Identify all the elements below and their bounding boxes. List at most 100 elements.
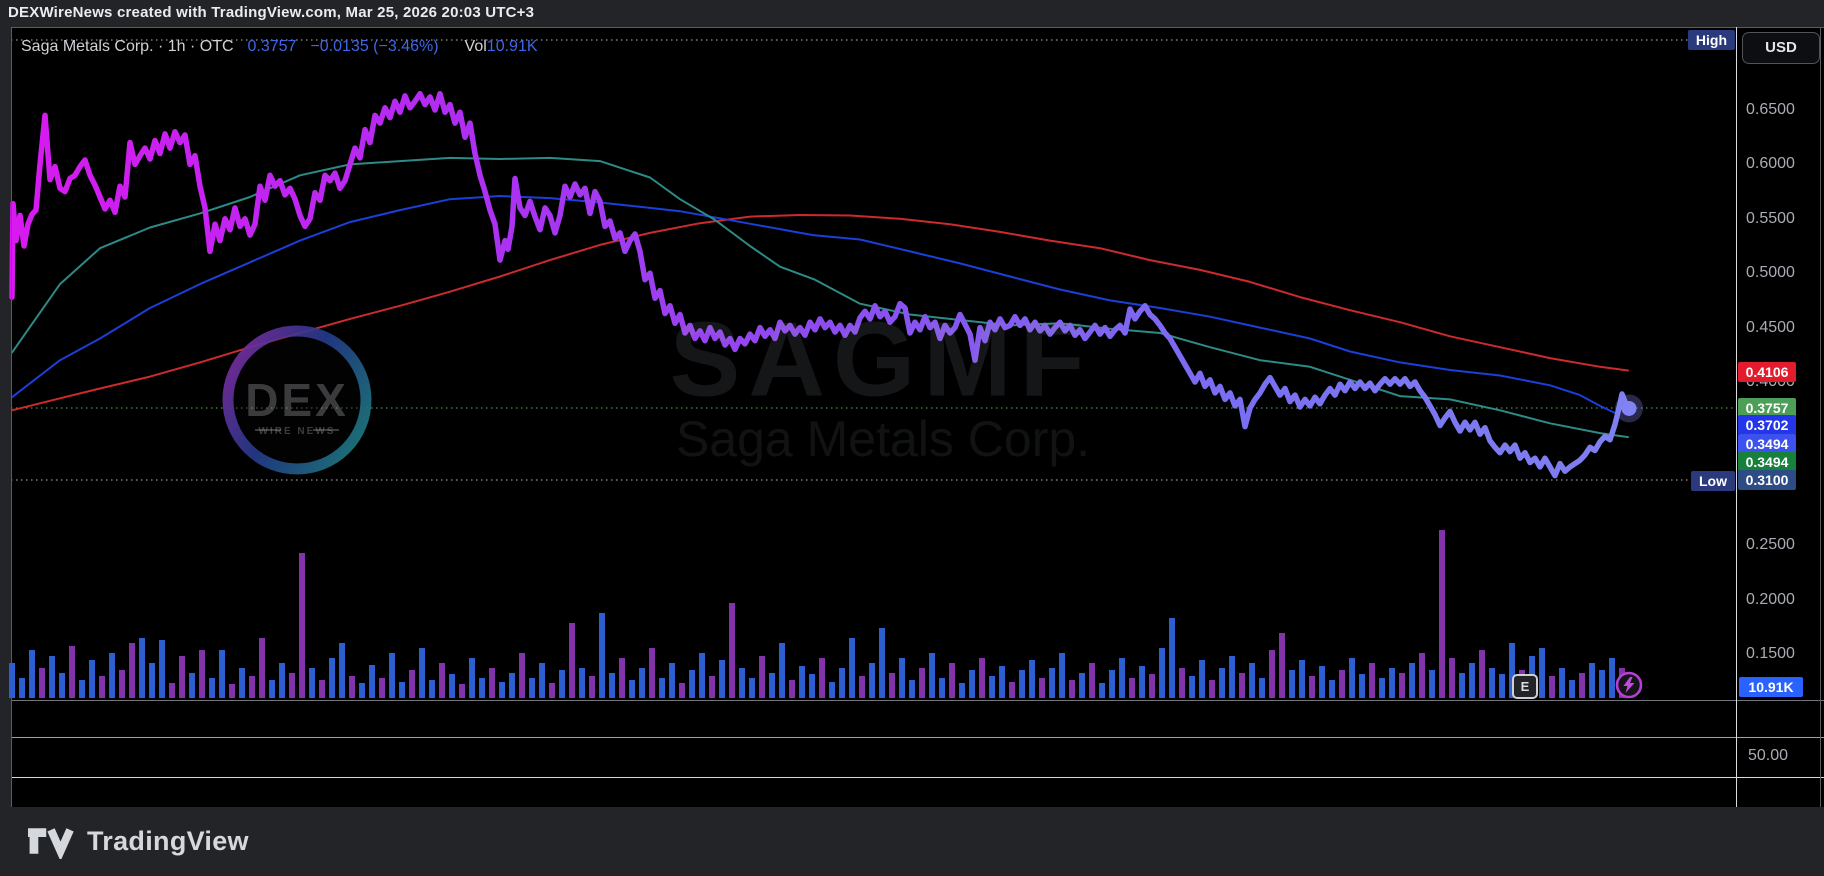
legend-last-price: 0.3757	[247, 38, 297, 55]
volume-bar	[279, 663, 285, 698]
volume-bar	[1459, 673, 1465, 698]
series-ma-mid	[11, 195, 1619, 416]
volume-bar	[1139, 666, 1145, 698]
volume-bar	[1299, 660, 1305, 698]
volume-bar	[1109, 670, 1115, 698]
volume-bar	[979, 658, 985, 698]
volume-bar	[159, 640, 165, 698]
volume-bar	[1279, 633, 1285, 698]
volume-bar	[479, 678, 485, 698]
volume-bar	[949, 663, 955, 698]
lightning-marker-icon[interactable]	[1614, 670, 1644, 705]
volume-bar	[729, 603, 735, 698]
volume-bar	[939, 678, 945, 698]
volume-bar	[619, 658, 625, 698]
volume-bar	[749, 678, 755, 698]
volume-bar	[799, 666, 805, 698]
volume-bar	[1119, 658, 1125, 698]
legend-symbol-line[interactable]: Saga Metals Corp. · 1h · OTC	[21, 38, 234, 55]
volume-bar	[1539, 648, 1545, 698]
volume-bar	[1399, 673, 1405, 698]
volume-bar	[509, 673, 515, 698]
series-price	[9, 90, 1632, 479]
volume-bar	[489, 668, 495, 698]
volume-bar	[909, 680, 915, 698]
chart-legend[interactable]: Saga Metals Corp. · 1h · OTC 0.3757 −0.013…	[21, 38, 538, 56]
legend-vol-label: Vol	[464, 38, 487, 55]
volume-bar	[669, 663, 675, 698]
currency-toggle-button[interactable]: USD	[1742, 32, 1820, 64]
volume-bar	[169, 683, 175, 698]
volume-bar	[1019, 670, 1025, 698]
volume-bar	[1259, 678, 1265, 698]
price-tick-label: 0.6500	[1746, 101, 1795, 118]
volume-bar	[289, 673, 295, 698]
volume-bar	[819, 658, 825, 698]
volume-bar	[779, 643, 785, 698]
price-tick-label: 0.2000	[1746, 590, 1795, 608]
volume-bar	[579, 668, 585, 698]
volume-bar	[439, 663, 445, 698]
attribution-bar: DEXWireNews created with TradingView.com…	[0, 0, 1824, 27]
volume-bar	[1369, 663, 1375, 698]
volume-bar	[759, 656, 765, 698]
volume-bar	[1569, 680, 1575, 698]
volume-bar	[1069, 680, 1075, 698]
volume-bar	[1429, 670, 1435, 698]
footer-bar: TradingView	[0, 807, 1824, 876]
volume-bar	[1229, 656, 1235, 698]
volume-bar	[609, 673, 615, 698]
volume-bar	[1209, 680, 1215, 698]
volume-bar	[1199, 660, 1205, 698]
volume-bar	[359, 683, 365, 698]
price-tick-label: 0.1500	[1746, 645, 1795, 662]
volume-bar	[1479, 650, 1485, 698]
volume-bar	[859, 676, 865, 698]
svg-text:DEX: DEX	[245, 374, 349, 426]
volume-bar	[149, 663, 155, 698]
volume-bar	[419, 648, 425, 698]
volume-bar	[839, 668, 845, 698]
volume-bar	[1219, 668, 1225, 698]
volume-bar	[1149, 674, 1155, 698]
volume-bar	[1389, 668, 1395, 698]
tradingview-logo[interactable]: TradingView	[28, 823, 249, 859]
earnings-marker-icon[interactable]: E	[1512, 674, 1538, 699]
volume-bar	[969, 670, 975, 698]
volume-bar	[719, 660, 725, 698]
volume-bar	[739, 668, 745, 698]
volume-bar	[559, 670, 565, 698]
price-value-badge: 0.3494	[1738, 452, 1796, 472]
volume-bar	[1579, 673, 1585, 698]
volume-bar	[959, 683, 965, 698]
volume-bar	[249, 676, 255, 698]
price-value-badge: 0.3702	[1738, 415, 1796, 435]
volume-bar	[1609, 658, 1615, 698]
volume-bar	[329, 658, 335, 698]
volume-bar	[589, 676, 595, 698]
volume-bar	[1329, 680, 1335, 698]
volume-bar	[189, 673, 195, 698]
volume-bar	[1049, 668, 1055, 698]
volume-bar	[1309, 676, 1315, 698]
watermark-symbol: SAGMF	[669, 300, 1093, 419]
volume-bar	[1079, 673, 1085, 698]
volume-bar	[1509, 643, 1515, 698]
volume-bar	[1439, 530, 1445, 698]
volume-bar	[1499, 674, 1505, 698]
volume-bar	[309, 668, 315, 698]
volume-bar	[1239, 673, 1245, 698]
tradingview-mark-icon	[28, 828, 74, 859]
volume-bar	[499, 682, 505, 698]
volume-bar	[599, 613, 605, 698]
volume-bar	[1339, 670, 1345, 698]
watermark-name: Saga Metals Corp.	[675, 411, 1091, 467]
volume-bar	[1009, 682, 1015, 698]
price-value-badge: 0.3757	[1738, 398, 1796, 418]
volume-bar	[299, 553, 305, 698]
volume-bar	[269, 680, 275, 698]
price-value-badge: 0.4106	[1738, 362, 1796, 382]
volume-bar	[829, 682, 835, 698]
volume-bar	[1269, 650, 1275, 698]
